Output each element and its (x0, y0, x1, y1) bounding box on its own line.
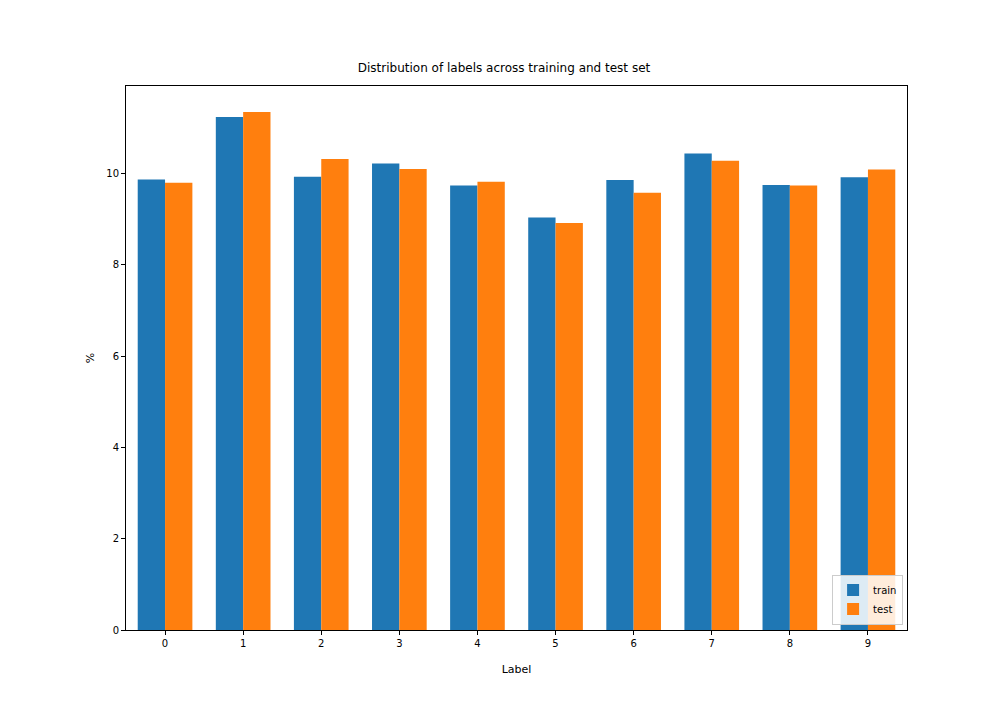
svg-text:Label: Label (502, 663, 532, 676)
svg-text:5: 5 (552, 638, 558, 649)
svg-text:test: test (873, 604, 892, 615)
svg-text:6: 6 (630, 638, 636, 649)
svg-text:4: 4 (474, 638, 480, 649)
svg-text:8: 8 (113, 259, 119, 270)
svg-text:1: 1 (240, 638, 246, 649)
svg-text:7: 7 (709, 638, 715, 649)
svg-text:3: 3 (396, 638, 402, 649)
svg-text:8: 8 (787, 638, 793, 649)
svg-text:train: train (873, 585, 896, 596)
svg-text:9: 9 (865, 638, 871, 649)
svg-text:%: % (84, 353, 97, 363)
svg-text:10: 10 (106, 168, 119, 179)
svg-text:Distribution of labels across: Distribution of labels across training a… (358, 61, 651, 75)
svg-text:0: 0 (162, 638, 168, 649)
svg-text:2: 2 (318, 638, 324, 649)
svg-text:6: 6 (113, 351, 119, 362)
svg-text:0: 0 (113, 625, 119, 636)
svg-text:2: 2 (113, 533, 119, 544)
svg-text:4: 4 (113, 442, 119, 453)
